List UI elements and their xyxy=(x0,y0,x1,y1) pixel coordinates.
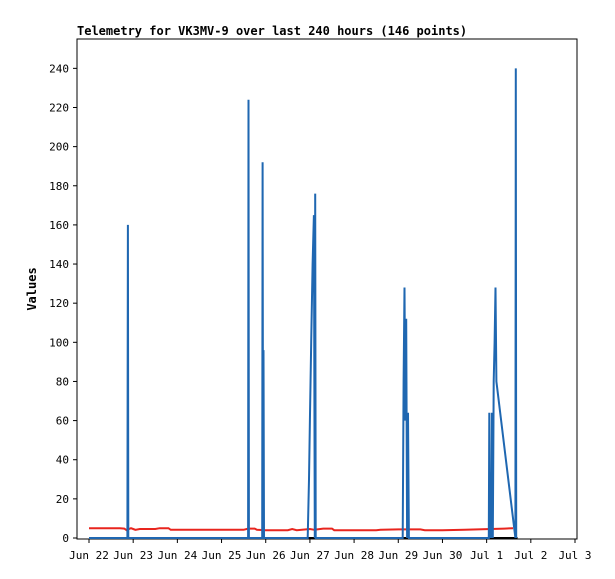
x-tick-label: Jun 26 xyxy=(246,549,286,562)
x-tick-label: Jun 28 xyxy=(334,549,374,562)
y-tick-label: 140 xyxy=(49,258,69,271)
x-tick-label: Jul 1 xyxy=(470,549,503,562)
y-tick-label: 220 xyxy=(49,101,69,114)
x-tick-label: Jun 23 xyxy=(113,549,153,562)
y-tick-label: 200 xyxy=(49,141,69,154)
x-tick-label: Jun 25 xyxy=(202,549,242,562)
x-tick-label: Jul 2 xyxy=(514,549,547,562)
y-tick-label: 60 xyxy=(56,415,69,428)
x-tick-label: Jun 29 xyxy=(378,549,418,562)
y-tick-label: 160 xyxy=(49,219,69,232)
x-axis-ticks: Jun 22 Jun 23 Jun 24 Jun 25 Jun 26 Jun 27 Jun … xyxy=(69,539,592,562)
y-tick-label: 180 xyxy=(49,180,69,193)
x-tick-label: Jun 27 xyxy=(290,549,330,562)
x-tick-label: Jun 22 xyxy=(69,549,109,562)
y-axis-ticks: 0 20 40 60 80 100 120 140 160 180 200 220 240 xyxy=(49,62,77,545)
y-tick-label: 100 xyxy=(49,336,69,349)
y-axis-label: Values xyxy=(25,267,39,310)
y-tick-label: 40 xyxy=(56,454,69,467)
plot-frame xyxy=(76,38,578,540)
y-tick-label: 0 xyxy=(62,532,69,545)
y-tick-label: 20 xyxy=(56,493,69,506)
x-tick-label: Jun 24 xyxy=(157,549,197,562)
y-tick-label: 80 xyxy=(56,375,69,388)
series-line-2 xyxy=(89,68,518,539)
series-line-0 xyxy=(89,527,514,532)
series-layer xyxy=(89,68,518,539)
x-tick-label: Jul 3 xyxy=(558,549,591,562)
x-tick-label: Jun 30 xyxy=(423,549,463,562)
chart-title: Telemetry for VK3MV-9 over last 240 hour… xyxy=(77,24,467,38)
y-tick-label: 240 xyxy=(49,62,69,75)
y-tick-label: 120 xyxy=(49,297,69,310)
